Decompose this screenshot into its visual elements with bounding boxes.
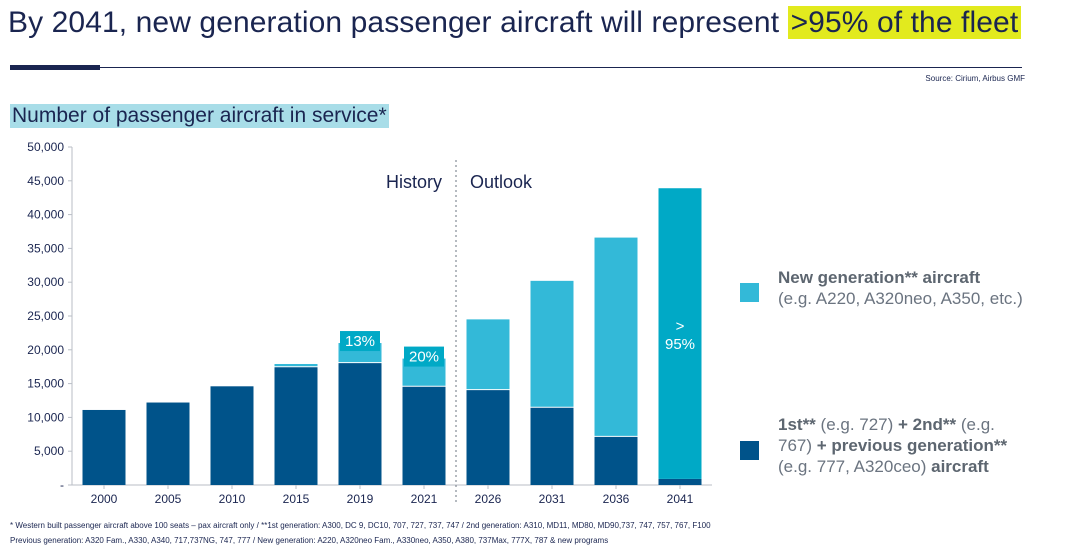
source-note: Source: Cirium, Airbus GMF	[925, 74, 1025, 83]
x-tick-label: 2010	[219, 492, 246, 506]
bar-previous-generation	[146, 402, 190, 485]
legend-prev-l2-plain: 767)	[778, 436, 817, 455]
bar-previous-generation	[594, 436, 638, 485]
bar-previous-generation	[210, 386, 254, 485]
y-tick-label: 25,000	[27, 309, 64, 323]
x-tick-label: 2041	[667, 492, 694, 506]
legend-prev-l3-plain: (e.g. 777, A320ceo)	[778, 457, 932, 476]
bar-new-generation	[274, 363, 318, 367]
bar-label: >95%	[665, 318, 695, 353]
bar-label: 20%	[409, 349, 439, 366]
header-rule	[10, 67, 1022, 68]
legend-prev-l1-bold1: 1st**	[778, 415, 816, 434]
legend-prev-l3-bold: aircraft	[931, 457, 989, 476]
y-tick-label: -	[60, 478, 64, 492]
legend-prev-l1-plain1: (e.g. 727)	[815, 415, 899, 434]
header-accent-bar	[10, 65, 100, 70]
x-tick-label: 2005	[155, 492, 182, 506]
y-tick-label: 5,000	[34, 444, 64, 458]
headline-text: By 2041, new generation passenger aircra…	[8, 6, 788, 39]
x-tick-label: 2036	[603, 492, 630, 506]
footnote-1: * Western built passenger aircraft above…	[10, 521, 711, 530]
bar-previous-generation	[82, 409, 126, 485]
y-tick-label: 40,000	[27, 208, 64, 222]
legend-swatch-new-generation	[740, 283, 759, 302]
bar-previous-generation	[402, 386, 446, 485]
y-tick-label: 50,000	[27, 140, 64, 154]
history-label: History	[386, 172, 442, 192]
legend-new-generation: New generation** aircraft (e.g. A220, A3…	[778, 267, 1063, 309]
legend-new-gen-examples: (e.g. A220, A320neo, A350, etc.)	[778, 289, 1023, 308]
outlook-label: Outlook	[470, 172, 533, 192]
page-headline: By 2041, new generation passenger aircra…	[8, 6, 1022, 40]
legend-new-gen-rest: aircraft	[917, 268, 981, 287]
x-tick-label: 2019	[347, 492, 374, 506]
legend-swatch-previous-generation	[740, 441, 759, 460]
legend-previous-generation: 1st** (e.g. 727) + 2nd** (e.g. 767) + pr…	[778, 414, 1063, 477]
y-tick-label: 45,000	[27, 174, 64, 188]
x-tick-label: 2021	[411, 492, 438, 506]
bar-previous-generation	[466, 389, 510, 485]
legend-prev-l2-bold: + previous generation**	[816, 436, 1008, 455]
bar-label-box	[340, 331, 380, 352]
bar-new-generation	[530, 280, 574, 408]
legend-new-gen-bold: New generation**	[778, 268, 918, 287]
bar-previous-generation	[274, 366, 318, 485]
bar-new-generation	[466, 319, 510, 390]
headline-highlight: >95% of the fleet	[787, 6, 1022, 39]
y-tick-label: 20,000	[27, 343, 64, 357]
legend-prev-l1-bold2: + 2nd**	[898, 415, 957, 434]
bar-previous-generation	[530, 407, 574, 485]
x-tick-label: 2026	[475, 492, 502, 506]
bar-previous-generation	[338, 362, 382, 485]
y-tick-label: 35,000	[27, 241, 64, 255]
bar-previous-generation	[658, 478, 702, 485]
bar-new-generation	[658, 188, 702, 479]
footnote-2: Previous generation: A320 Fam., A330, A3…	[10, 536, 609, 545]
y-tick-label: 10,000	[27, 410, 64, 424]
x-tick-label: 2015	[283, 492, 310, 506]
bar-label: 13%	[345, 333, 375, 350]
y-tick-label: 30,000	[27, 275, 64, 289]
chart-title: Number of passenger aircraft in service*	[10, 104, 389, 128]
x-tick-label: 2000	[91, 492, 118, 506]
legend-prev-l1-plain2: (e.g.	[956, 415, 995, 434]
bar-label-box	[404, 346, 444, 367]
y-tick-label: 15,000	[27, 377, 64, 391]
x-tick-label: 2031	[539, 492, 566, 506]
bar-new-generation	[594, 237, 638, 437]
